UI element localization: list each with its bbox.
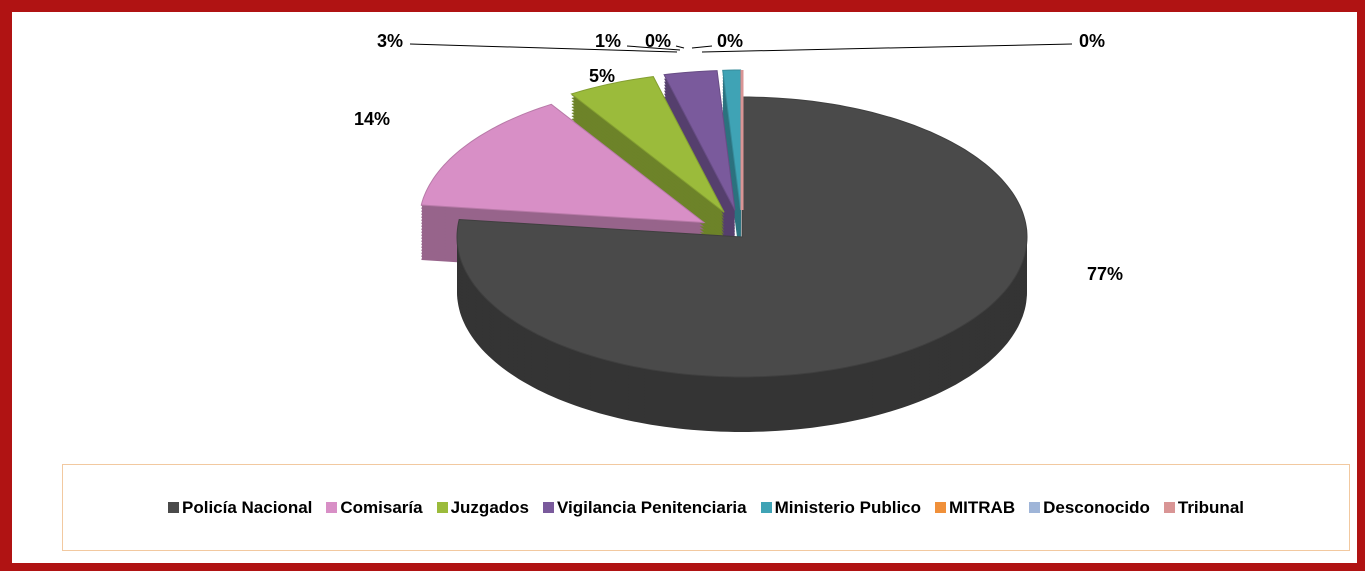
data-label: 0% xyxy=(717,31,743,51)
slice xyxy=(663,70,736,211)
data-label: 5% xyxy=(589,66,615,86)
legend-label: Policía Nacional xyxy=(182,497,313,517)
leader-line xyxy=(701,43,1073,53)
legend-item: MITRAB xyxy=(935,498,1015,518)
legend-item: Desconocido xyxy=(1029,498,1150,518)
legend-label: Ministerio Publico xyxy=(774,497,922,517)
chart: 77% 14% 5% 3% 1% 0% 0% 0% xyxy=(354,31,1123,432)
leader-line xyxy=(626,45,681,51)
legend-label: Tribunal xyxy=(1177,497,1244,517)
slice xyxy=(456,96,1028,378)
legend-swatch xyxy=(1029,502,1041,513)
legend-swatch xyxy=(760,502,772,513)
data-label: 0% xyxy=(1079,31,1105,51)
legend-swatch xyxy=(326,502,338,513)
legend-item: Tribunal xyxy=(1163,497,1244,518)
data-label: 77% xyxy=(1087,264,1123,284)
slice xyxy=(570,76,725,213)
leader-line xyxy=(691,45,713,49)
legend-item: Vigilancia Penitenciaria xyxy=(543,498,747,518)
legend-label: Desconocido xyxy=(1043,497,1150,517)
data-label: 14% xyxy=(354,109,390,129)
legend-item: Comisaría xyxy=(326,497,423,518)
legend: Policía Nacional Comisaría Juzgados Vigilan… xyxy=(62,464,1350,551)
data-label: 0% xyxy=(645,31,671,51)
legend-item: Ministerio Publico xyxy=(760,497,922,518)
legend-swatch xyxy=(436,502,448,513)
legend-label: Juzgados xyxy=(450,497,529,517)
legend-swatch xyxy=(168,502,179,513)
pie xyxy=(420,69,1028,432)
legend-item: Juzgados xyxy=(436,497,529,518)
data-label: 3% xyxy=(377,31,403,51)
legend-swatch xyxy=(543,502,554,513)
legend-label: Vigilancia Penitenciaria xyxy=(557,497,747,517)
legend-label: Comisaría xyxy=(340,497,423,517)
leader-line xyxy=(409,43,678,53)
legend-swatch xyxy=(1163,502,1175,513)
data-label: 1% xyxy=(595,31,621,51)
legend-swatch xyxy=(935,502,947,513)
leader-line xyxy=(675,45,685,49)
legend-item: Policía Nacional xyxy=(168,498,312,518)
slice xyxy=(420,103,706,224)
legend-label: MITRAB xyxy=(949,497,1016,517)
